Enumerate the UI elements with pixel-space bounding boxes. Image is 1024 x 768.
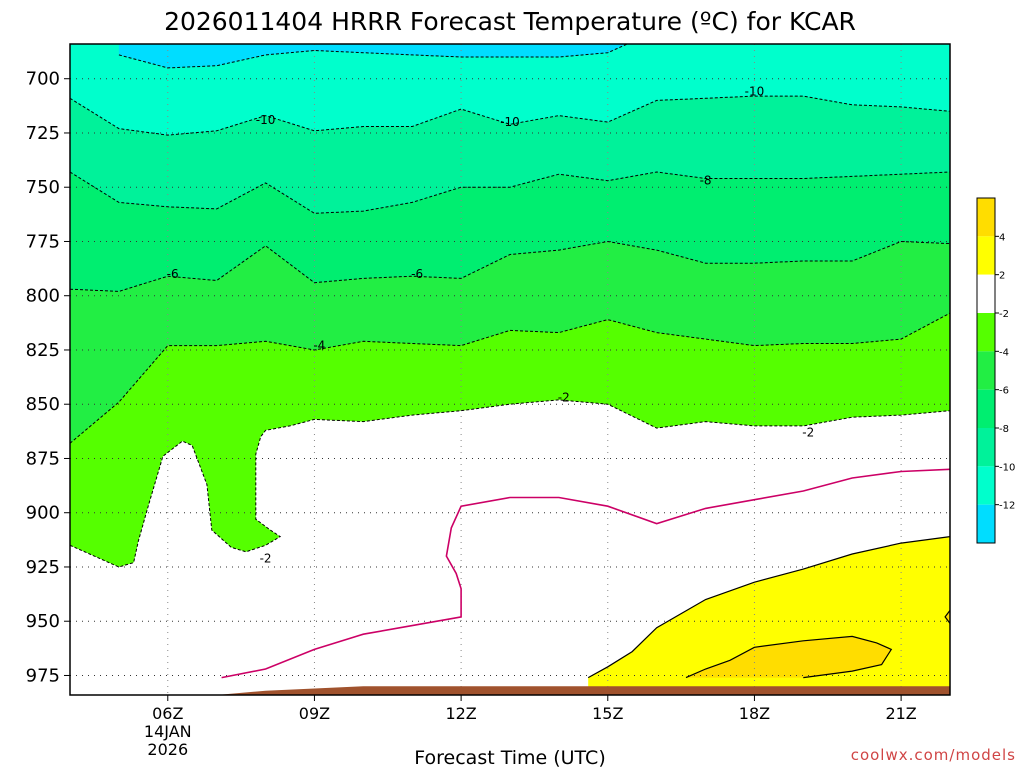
isotherm-0 [221, 468, 950, 679]
credit-text: coolwx.com/models [851, 746, 1016, 764]
grid-lines [70, 44, 950, 695]
contour-label: -10 [745, 85, 765, 99]
y-tick-label: 800 [26, 286, 60, 307]
colorbar-swatch [977, 351, 995, 390]
y-tick-label: 825 [26, 340, 60, 361]
isotherm--6 [70, 240, 950, 292]
colorbar: -12 -10 -8 -6 -4 -2 2 4 [976, 197, 1015, 544]
contour-label: -6 [167, 267, 179, 281]
x-tick-label: 15Z [592, 704, 623, 723]
colorbar-swatch [977, 198, 995, 237]
colorbar-tick-label: -8 [999, 424, 1009, 435]
x-tick-date-label: 14JAN [144, 722, 192, 741]
plot-frame [69, 43, 951, 696]
x-axis-label: Forecast Time (UTC) [414, 747, 605, 768]
isotherm-4 [944, 610, 950, 624]
colorbar-swatch [977, 504, 995, 543]
contour-label: -6 [411, 267, 423, 281]
chart-title: 2026011404 HRRR Forecast Temperature (ºC… [164, 7, 856, 36]
contour-label: -2 [558, 391, 570, 405]
colorbar-swatch [977, 236, 995, 275]
colorbar-tick-label: -10 [999, 462, 1015, 473]
y-tick-label: 775 [26, 231, 60, 252]
colorbar-frame [976, 197, 996, 544]
colorbar-swatch [977, 428, 995, 467]
contour-label: -10 [256, 113, 276, 127]
colorbar-tick-label: -12 [999, 501, 1015, 512]
colorbar-swatch [977, 313, 995, 352]
isotherm-4 [685, 635, 893, 679]
contour-label: -2 [802, 425, 814, 439]
isotherm--4 [70, 312, 950, 444]
colorbar-tick-label: -4 [999, 347, 1009, 358]
isotherm--12 [118, 44, 628, 69]
x-tick-label: 09Z [299, 704, 330, 723]
colorbar-swatch [977, 466, 995, 505]
y-tick-label: 700 [26, 69, 60, 90]
y-axis: 700 725 750 775 800 825 850 875 900 925 950 975 [26, 69, 70, 686]
colorbar-swatch [977, 389, 995, 428]
band-fill-4-to-6-0 [686, 636, 892, 678]
contour-label: -4 [313, 339, 325, 353]
colorbar-tick-label: -2 [999, 309, 1009, 320]
temperature-fill-bands [70, 44, 950, 695]
colorbar-tick-label: -6 [999, 386, 1009, 397]
y-tick-label: 950 [26, 611, 60, 632]
plot-area: -10 -10 -10 -8 -6 -6 -4 -2 -2 -2 [69, 43, 951, 696]
x-tick-year-label: 2026 [147, 740, 188, 759]
contour-label: -10 [500, 115, 520, 129]
isotherm--8 [70, 171, 950, 214]
isotherm--2 [70, 399, 950, 568]
y-tick-label: 900 [26, 503, 60, 524]
x-tick-label: 12Z [445, 704, 476, 723]
isotherm-2 [587, 536, 950, 679]
x-tick-label: 21Z [885, 704, 916, 723]
y-tick-label: 875 [26, 448, 60, 469]
y-tick-label: 850 [26, 394, 60, 415]
colorbar-swatch [977, 274, 995, 313]
ground-surface [216, 686, 950, 695]
band-fill-4-to-6-1 [945, 610, 950, 624]
x-tick-label: 06Z [152, 704, 183, 723]
contour-label: -2 [260, 551, 272, 565]
isotherm--10 [70, 95, 950, 136]
y-tick-label: 750 [26, 177, 60, 198]
ground-fill [216, 686, 950, 695]
y-tick-label: 725 [26, 123, 60, 144]
band-fill-below-minus-12 [118, 44, 628, 68]
x-tick-label: 18Z [739, 704, 770, 723]
y-tick-label: 975 [26, 665, 60, 686]
colorbar-tick-label: 2 [999, 271, 1005, 282]
y-tick-label: 925 [26, 557, 60, 578]
isotherm-lines [70, 44, 950, 679]
colorbar-tick-label: 4 [999, 232, 1005, 243]
contour-labels: -10 -10 -10 -8 -6 -6 -4 -2 -2 -2 [167, 85, 815, 566]
contour-label: -8 [700, 174, 712, 188]
